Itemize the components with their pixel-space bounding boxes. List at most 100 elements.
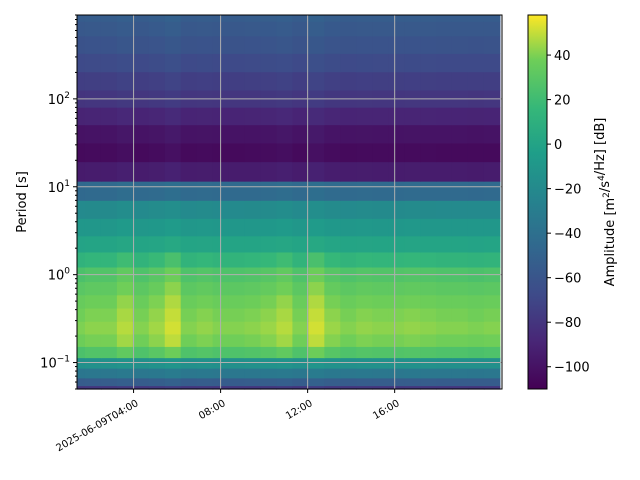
heatmap-cell	[372, 15, 389, 22]
heatmap-cell	[77, 53, 86, 73]
heatmap-cell	[483, 15, 501, 22]
heatmap-cell	[324, 281, 341, 296]
heatmap-cell	[77, 200, 86, 219]
heatmap-cell	[148, 142, 166, 163]
heatmap-cell	[404, 218, 421, 237]
heatmap-cell	[228, 281, 246, 296]
heatmap-cell	[372, 142, 389, 163]
heatmap-cell	[228, 294, 246, 309]
heatmap-cell	[276, 142, 294, 163]
heatmap-cell	[116, 385, 134, 390]
heatmap-cell	[77, 218, 86, 237]
heatmap-cell	[148, 53, 166, 73]
heatmap-cell	[308, 35, 325, 54]
heatmap-cell	[292, 294, 309, 309]
heatmap-cell	[388, 35, 405, 54]
heatmap-cell	[148, 15, 166, 22]
heatmap-cell	[132, 294, 150, 309]
heatmap-cell	[483, 307, 501, 322]
heatmap-cell	[451, 235, 469, 253]
heatmap-cell	[388, 251, 405, 268]
heatmap-cell	[196, 21, 214, 37]
heatmap-cell	[404, 161, 421, 182]
heatmap-cell	[84, 294, 102, 309]
heatmap-cell	[276, 21, 294, 37]
heatmap-cell	[356, 35, 373, 54]
heatmap-cell	[340, 357, 357, 369]
heatmap-cell	[180, 357, 198, 369]
heatmap-cell	[467, 53, 485, 73]
heatmap-cell	[308, 161, 325, 182]
heatmap-cell	[116, 107, 134, 126]
heatmap-cell	[180, 333, 198, 347]
heatmap-cell	[196, 251, 214, 268]
heatmap-cell	[404, 21, 421, 37]
heatmap-cell	[276, 307, 294, 322]
heatmap-cell	[420, 15, 437, 22]
colorbar-tick-label: 0	[554, 138, 562, 153]
colorbar-ticks: −100 −80 −60 −40 −20 0 20 40	[547, 49, 590, 376]
heatmap-cell	[132, 321, 150, 335]
heatmap-cell	[260, 251, 278, 268]
heatmap-cell	[292, 368, 309, 379]
heatmap-cell	[148, 281, 166, 296]
heatmap-cell	[260, 161, 278, 182]
heatmap-cell	[372, 385, 389, 390]
colorbar-tick-label: −40	[554, 227, 581, 242]
x-tick-label: 2025-06-09T04:00	[54, 398, 140, 454]
heatmap-cell	[356, 71, 373, 91]
heatmap-cell	[84, 377, 102, 387]
heatmap-cell	[116, 281, 134, 296]
heatmap-cell	[324, 35, 341, 54]
heatmap-cell	[244, 71, 262, 91]
heatmap-cell	[483, 21, 501, 37]
heatmap-cell	[116, 368, 134, 379]
heatmap-cell	[164, 307, 182, 322]
heatmap-cell	[388, 200, 405, 219]
heatmap-cell	[356, 124, 373, 144]
heatmap-cell	[148, 200, 166, 219]
heatmap-cell	[340, 15, 357, 22]
heatmap-cell	[436, 368, 453, 379]
heatmap-cell	[84, 107, 102, 126]
heatmap-cell	[77, 181, 86, 201]
heatmap-cell	[467, 294, 485, 309]
heatmap-cell	[451, 200, 469, 219]
heatmap-cell	[180, 346, 198, 359]
heatmap-cell	[420, 307, 437, 322]
heatmap-cell	[77, 377, 86, 387]
heatmap-cell	[436, 281, 453, 296]
heatmap-cell	[388, 142, 405, 163]
heatmap-cell	[132, 385, 150, 390]
heatmap-cell	[180, 142, 198, 163]
heatmap-cell	[260, 15, 278, 22]
heatmap-cell	[451, 53, 469, 73]
heatmap-cell	[372, 107, 389, 126]
heatmap-cell	[180, 218, 198, 237]
heatmap-cell	[84, 251, 102, 268]
heatmap-cell	[372, 200, 389, 219]
heatmap-cell	[196, 53, 214, 73]
heatmap-cell	[483, 161, 501, 182]
heatmap-cell	[116, 333, 134, 347]
heatmap-cell	[116, 35, 134, 54]
heatmap-cell	[483, 71, 501, 91]
colorbar-tick-label: 20	[554, 94, 571, 109]
heatmap-cell	[164, 124, 182, 144]
heatmap-cell	[116, 142, 134, 163]
heatmap-cell	[84, 218, 102, 237]
heatmap-cell	[132, 251, 150, 268]
heatmap-cell	[388, 21, 405, 37]
heatmap-cell	[420, 200, 437, 219]
heatmap-cell	[340, 71, 357, 91]
heatmap-cell	[372, 281, 389, 296]
heatmap-cell	[324, 333, 341, 347]
heatmap-cell	[244, 218, 262, 237]
heatmap-cell	[164, 321, 182, 335]
x-tick-label: 12:00	[284, 398, 314, 422]
heatmap-cell	[148, 333, 166, 347]
heatmap-cell	[292, 218, 309, 237]
heatmap-cell	[228, 357, 246, 369]
heatmap-cell	[356, 218, 373, 237]
heatmap-cell	[228, 161, 246, 182]
